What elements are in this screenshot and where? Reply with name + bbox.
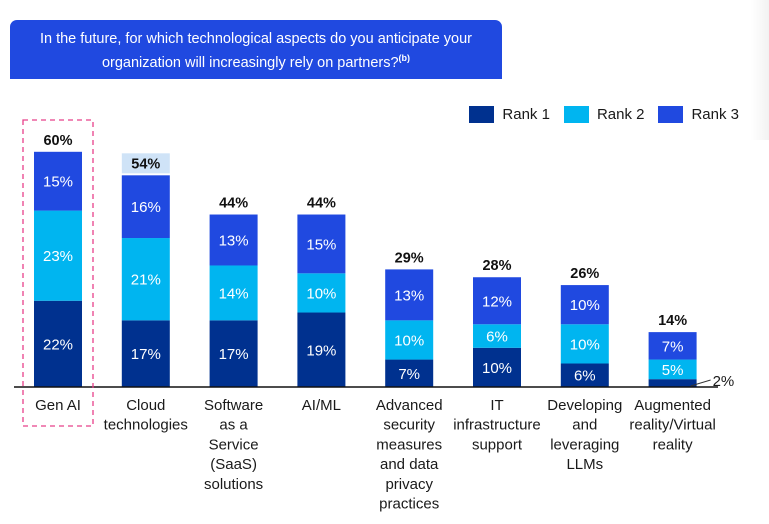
bar-segment-rank3 xyxy=(648,332,697,360)
bar-segment-rank1 xyxy=(121,320,170,387)
category-label: leveraging xyxy=(550,436,619,453)
total-value-label: 44% xyxy=(307,196,336,212)
category-label: practices xyxy=(379,496,439,513)
window-edge-shadow xyxy=(751,0,769,140)
category-label: Advanced xyxy=(376,397,443,414)
bar-segment-rank2 xyxy=(648,359,697,380)
legend-swatch-rank3 xyxy=(658,106,684,123)
category-label: as a xyxy=(219,417,248,434)
total-value-label: 60% xyxy=(43,133,72,149)
legend-item-rank3: Rank 3 xyxy=(658,106,739,123)
segment-value-label: 19% xyxy=(306,342,336,359)
total-value-label: 44% xyxy=(219,196,248,212)
bar-segment-rank3 xyxy=(209,214,258,266)
category-label: reality xyxy=(653,436,694,453)
bar-segment-rank2 xyxy=(385,320,434,360)
segment-value-label: 10% xyxy=(570,297,600,314)
bar-segment-rank3 xyxy=(297,214,346,274)
legend-item-rank2: Rank 2 xyxy=(563,106,645,123)
callout-value-label: 2% xyxy=(713,373,735,390)
total-value-label: 26% xyxy=(570,266,599,282)
category-label: security xyxy=(383,417,435,434)
bar-segment-rank2 xyxy=(209,265,258,321)
category-label: LLMs xyxy=(566,456,603,473)
category-label: technologies xyxy=(104,417,188,434)
bar-segment-rank3 xyxy=(385,269,434,321)
segment-value-label: 12% xyxy=(482,293,512,310)
segment-value-label: 15% xyxy=(43,174,73,191)
total-highlight-background xyxy=(121,153,170,174)
category-label: AI/ML xyxy=(302,397,341,414)
category-label: Service xyxy=(209,436,259,453)
segment-value-label: 22% xyxy=(43,336,73,353)
segment-value-label: 17% xyxy=(219,346,249,363)
callout-leader-line xyxy=(690,379,711,387)
bar-segment-rank2 xyxy=(560,324,609,364)
legend-label-rank2: Rank 2 xyxy=(596,106,645,123)
question-banner: In the future, for which technological a… xyxy=(10,20,502,79)
category-label: (SaaS) xyxy=(210,456,257,473)
legend-item-rank1: Rank 1 xyxy=(469,106,550,123)
footnote-marker: (b) xyxy=(398,53,411,63)
category-label: and xyxy=(572,417,597,434)
category-label: Augmented xyxy=(634,397,711,414)
segment-value-label: 21% xyxy=(131,272,161,289)
segment-value-label: 6% xyxy=(486,329,508,346)
segment-value-label: 16% xyxy=(131,199,161,216)
legend-swatch-rank1 xyxy=(469,106,495,123)
segment-value-label: 7% xyxy=(662,338,684,355)
chart-legend: Rank 1 Rank 2 Rank 3 xyxy=(455,106,739,123)
total-value-label: 14% xyxy=(658,313,687,329)
highlight-dashed-box xyxy=(22,119,94,427)
category-label: Cloud xyxy=(126,397,165,414)
category-label: Software xyxy=(204,397,263,414)
category-label: solutions xyxy=(204,476,263,493)
segment-value-label: 10% xyxy=(570,336,600,353)
segment-value-label: 10% xyxy=(394,332,424,349)
category-label: infrastructure xyxy=(453,417,541,434)
segment-value-label: 13% xyxy=(219,233,249,250)
segment-value-label: 7% xyxy=(398,366,420,383)
bar-segment-rank1 xyxy=(297,312,346,387)
category-label: support xyxy=(472,436,523,453)
segment-value-label: 10% xyxy=(482,360,512,377)
bar-segment-rank1 xyxy=(473,347,521,387)
segment-value-label: 15% xyxy=(306,236,336,253)
legend-label-rank1: Rank 1 xyxy=(502,106,550,123)
bar-segment-rank3 xyxy=(473,277,521,325)
category-label: Developing xyxy=(547,397,622,414)
segment-value-label: 23% xyxy=(43,248,73,265)
bar-segment-rank1 xyxy=(648,379,697,387)
bar-segment-rank2 xyxy=(34,210,82,301)
segment-value-label: 10% xyxy=(306,285,336,302)
legend-swatch-rank2 xyxy=(563,106,589,123)
bar-segment-rank3 xyxy=(560,285,609,325)
bar-segment-rank3 xyxy=(34,151,82,211)
segment-value-label: 13% xyxy=(394,287,424,304)
bar-segment-rank2 xyxy=(121,238,170,321)
category-label: and data xyxy=(380,456,439,473)
bar-segment-rank1 xyxy=(209,320,258,387)
category-label: reality/Virtual xyxy=(629,417,715,434)
segment-value-label: 14% xyxy=(219,285,249,302)
total-value-label: 28% xyxy=(482,258,511,274)
category-label: measures xyxy=(376,436,442,453)
category-label: Gen AI xyxy=(35,397,81,414)
bar-segment-rank1 xyxy=(560,363,609,387)
category-label: privacy xyxy=(385,476,433,493)
bar-segment-rank1 xyxy=(385,359,434,387)
question-text: In the future, for which technological a… xyxy=(39,31,473,71)
bar-segment-rank2 xyxy=(297,273,346,313)
bar-segment-rank3 xyxy=(121,175,170,239)
segment-value-label: 17% xyxy=(131,346,161,363)
category-label: IT xyxy=(490,397,503,414)
segment-value-label: 6% xyxy=(574,368,596,385)
legend-label-rank3: Rank 3 xyxy=(691,106,739,123)
total-value-label: 54% xyxy=(131,156,160,172)
bar-segment-rank1 xyxy=(34,300,82,387)
segment-value-label: 5% xyxy=(662,362,684,379)
total-value-label: 29% xyxy=(395,250,424,266)
bar-segment-rank2 xyxy=(473,324,521,348)
